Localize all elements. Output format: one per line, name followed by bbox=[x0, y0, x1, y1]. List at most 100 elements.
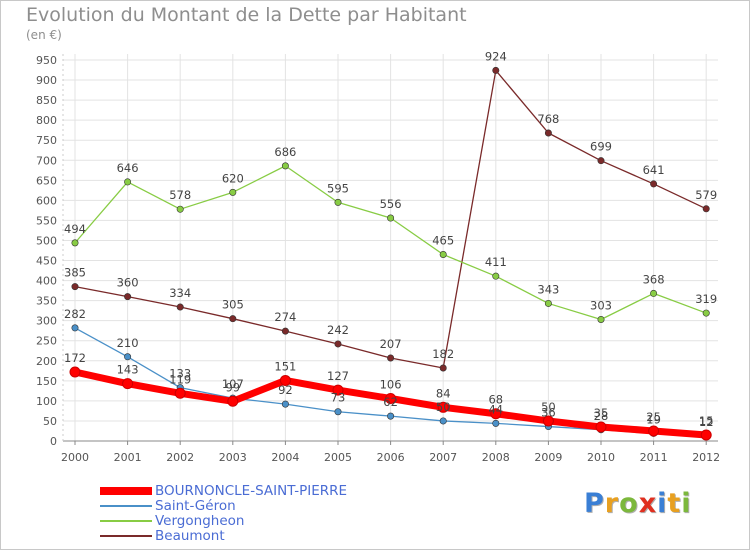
data-label: 50 bbox=[541, 400, 556, 414]
data-point bbox=[702, 205, 710, 213]
y-tick-label: 800 bbox=[36, 114, 57, 127]
legend-label: Vergongheon bbox=[155, 513, 245, 529]
y-tick-label: 950 bbox=[36, 54, 57, 67]
data-point bbox=[492, 272, 500, 280]
data-point bbox=[595, 421, 607, 433]
data-point bbox=[437, 401, 449, 413]
data-label: 151 bbox=[274, 359, 296, 373]
data-label: 15 bbox=[699, 414, 714, 428]
data-point bbox=[334, 198, 342, 206]
logo-letter: o bbox=[619, 488, 639, 519]
data-label: 465 bbox=[432, 234, 454, 248]
data-label: 44 bbox=[488, 402, 503, 416]
data-label: 62 bbox=[383, 395, 398, 409]
data-point bbox=[124, 293, 132, 301]
x-tick-label: 2002 bbox=[166, 451, 194, 464]
data-point bbox=[385, 392, 397, 404]
data-point bbox=[281, 162, 289, 170]
data-point bbox=[439, 364, 447, 372]
data-point bbox=[332, 384, 344, 396]
chart-title: Evolution du Montant de la Dette par Hab… bbox=[26, 4, 467, 26]
data-label: 578 bbox=[169, 188, 191, 202]
data-point bbox=[69, 366, 81, 378]
logo-letter: i bbox=[681, 488, 692, 519]
logo-letter: x bbox=[638, 488, 658, 519]
y-tick-label: 600 bbox=[36, 194, 57, 207]
y-tick-label: 750 bbox=[36, 134, 57, 147]
y-tick-label: 850 bbox=[36, 94, 57, 107]
y-tick-label: 250 bbox=[36, 335, 57, 348]
data-label: 924 bbox=[485, 49, 507, 63]
data-point bbox=[174, 387, 186, 399]
logo-letter: P bbox=[584, 488, 605, 519]
data-label: 303 bbox=[590, 298, 612, 312]
data-point bbox=[229, 315, 237, 323]
data-label: 242 bbox=[327, 323, 349, 337]
y-tick-label: 350 bbox=[36, 295, 57, 308]
y-tick-label: 500 bbox=[36, 234, 57, 247]
data-point bbox=[597, 315, 605, 323]
data-point bbox=[544, 129, 552, 137]
y-tick-label: 650 bbox=[36, 174, 57, 187]
data-label: 35 bbox=[594, 406, 609, 420]
legend-swatch bbox=[100, 505, 152, 507]
data-point bbox=[281, 400, 289, 408]
data-point bbox=[387, 214, 395, 222]
x-tick-label: 2003 bbox=[219, 451, 247, 464]
data-point bbox=[492, 419, 500, 427]
legend-label: Beaumont bbox=[155, 528, 225, 544]
data-label: 182 bbox=[432, 347, 454, 361]
data-point bbox=[597, 157, 605, 165]
data-label: 25 bbox=[646, 410, 661, 424]
data-label: 334 bbox=[169, 286, 191, 300]
data-point bbox=[648, 425, 660, 437]
y-tick-label: 450 bbox=[36, 255, 57, 268]
logo-letter: t bbox=[667, 488, 682, 519]
data-point bbox=[650, 289, 658, 297]
data-label: 210 bbox=[117, 336, 139, 350]
data-point bbox=[71, 324, 79, 332]
data-label: 282 bbox=[64, 307, 86, 321]
data-label: 699 bbox=[590, 140, 612, 154]
data-label: 368 bbox=[643, 272, 665, 286]
y-tick-label: 100 bbox=[36, 395, 57, 408]
x-tick-label: 2012 bbox=[692, 451, 720, 464]
data-label: 768 bbox=[537, 112, 559, 126]
data-label: 143 bbox=[117, 363, 139, 377]
data-label: 385 bbox=[64, 266, 86, 280]
data-label: 319 bbox=[695, 292, 717, 306]
data-label: 343 bbox=[537, 282, 559, 296]
data-label: 92 bbox=[278, 383, 293, 397]
data-label: 133 bbox=[169, 367, 191, 381]
data-point bbox=[227, 395, 239, 407]
data-label: 19 bbox=[646, 412, 661, 426]
data-label: 119 bbox=[169, 372, 191, 386]
legend-swatch bbox=[100, 520, 152, 522]
legend-swatch bbox=[100, 535, 152, 537]
logo-letter: r bbox=[604, 488, 620, 519]
line-chart: 0501001502002503003504004505005506006507… bbox=[36, 49, 720, 464]
y-tick-label: 300 bbox=[36, 315, 57, 328]
data-label: 595 bbox=[327, 181, 349, 195]
data-point bbox=[122, 378, 134, 390]
unit-label: (en €) bbox=[26, 28, 62, 42]
x-tick-label: 2008 bbox=[482, 451, 510, 464]
legend-label: BOURNONCLE-SAINT-PIERRE bbox=[155, 483, 348, 499]
y-tick-label: 50 bbox=[43, 415, 57, 428]
data-point bbox=[334, 408, 342, 416]
x-tick-label: 2007 bbox=[429, 451, 457, 464]
data-label: 305 bbox=[222, 298, 244, 312]
y-tick-label: 900 bbox=[36, 74, 57, 87]
data-point bbox=[650, 180, 658, 188]
x-tick-label: 2001 bbox=[114, 451, 142, 464]
x-tick-label: 2011 bbox=[640, 451, 668, 464]
x-tick-label: 2009 bbox=[534, 451, 562, 464]
data-point bbox=[281, 327, 289, 335]
data-label: 99 bbox=[225, 380, 240, 394]
data-label: 68 bbox=[488, 393, 503, 407]
data-label: 84 bbox=[436, 386, 451, 400]
data-point bbox=[702, 309, 710, 317]
x-tick-label: 2010 bbox=[587, 451, 615, 464]
data-point bbox=[544, 299, 552, 307]
data-label: 107 bbox=[222, 377, 244, 391]
